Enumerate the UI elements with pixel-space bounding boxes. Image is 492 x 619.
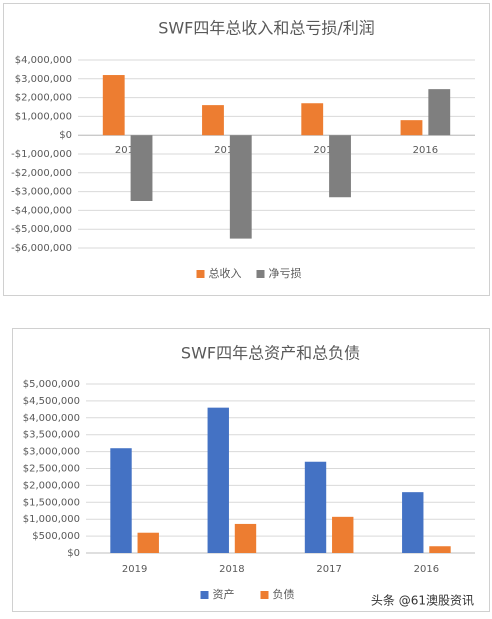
watermark: 头条 @61澳股资讯 [371, 594, 474, 608]
bar [329, 135, 351, 198]
y-tick-label: $2,000,000 [15, 93, 72, 104]
legend-swatch [256, 270, 265, 278]
bar [137, 532, 159, 553]
y-tick-label: $3,000,000 [15, 74, 72, 85]
legend-swatch [196, 270, 205, 278]
x-tick-label: 2018 [219, 564, 244, 575]
bar [429, 546, 451, 553]
y-tick-label: $2,000,000 [23, 480, 80, 491]
bar [102, 75, 125, 136]
y-tick-label: $3,000,000 [23, 447, 80, 458]
y-tick-label: $1,000,000 [15, 111, 72, 122]
y-tick-label: $4,500,000 [23, 396, 80, 407]
y-tick-label: $0 [59, 130, 72, 141]
y-tick-label: $0 [67, 548, 80, 559]
bar [304, 461, 327, 553]
x-tick-label: 2016 [414, 564, 439, 575]
bar [207, 407, 229, 553]
chart-title: SWF四年总资产和总负债 [181, 344, 360, 363]
bar [202, 105, 224, 136]
x-tick-label: 2019 [115, 145, 140, 156]
legend-label: 净亏损 [269, 266, 302, 280]
y-tick-label: -$3,000,000 [11, 187, 72, 198]
y-tick-label: $1,500,000 [23, 497, 80, 508]
legend-swatch [260, 591, 269, 599]
y-tick-label: -$4,000,000 [11, 205, 72, 216]
bar [332, 516, 354, 553]
bar [130, 135, 153, 201]
bar [428, 89, 451, 136]
bar [229, 135, 252, 239]
x-tick-label: 2018 [214, 145, 239, 156]
bar [110, 448, 132, 553]
chart-title: SWF四年总收入和总亏损/利润 [158, 19, 375, 38]
legend-swatch [200, 591, 209, 599]
y-tick-label: $4,000,000 [23, 413, 80, 424]
y-tick-label: $4,000,000 [15, 55, 72, 66]
x-tick-label: 2019 [122, 564, 147, 575]
y-tick-label: -$6,000,000 [11, 243, 72, 254]
chart-frame [12, 328, 490, 612]
legend-label: 资产 [213, 587, 235, 601]
y-tick-label: -$1,000,000 [11, 149, 72, 160]
x-tick-label: 2017 [313, 145, 338, 156]
bar [402, 492, 424, 553]
y-tick-label: $3,500,000 [23, 430, 80, 441]
bar [400, 120, 423, 136]
bar [234, 523, 257, 553]
y-tick-label: -$2,000,000 [11, 168, 72, 179]
bar [301, 103, 324, 136]
y-tick-label: $500,000 [32, 531, 80, 542]
y-tick-label: -$5,000,000 [11, 224, 72, 235]
y-tick-label: $2,500,000 [23, 464, 80, 475]
y-tick-label: $1,000,000 [23, 514, 80, 525]
x-tick-label: 2017 [316, 564, 341, 575]
x-tick-label: 2016 [413, 145, 438, 156]
legend-label: 负债 [273, 587, 295, 601]
legend-label: 总收入 [209, 266, 242, 280]
y-tick-label: $5,000,000 [23, 379, 80, 390]
